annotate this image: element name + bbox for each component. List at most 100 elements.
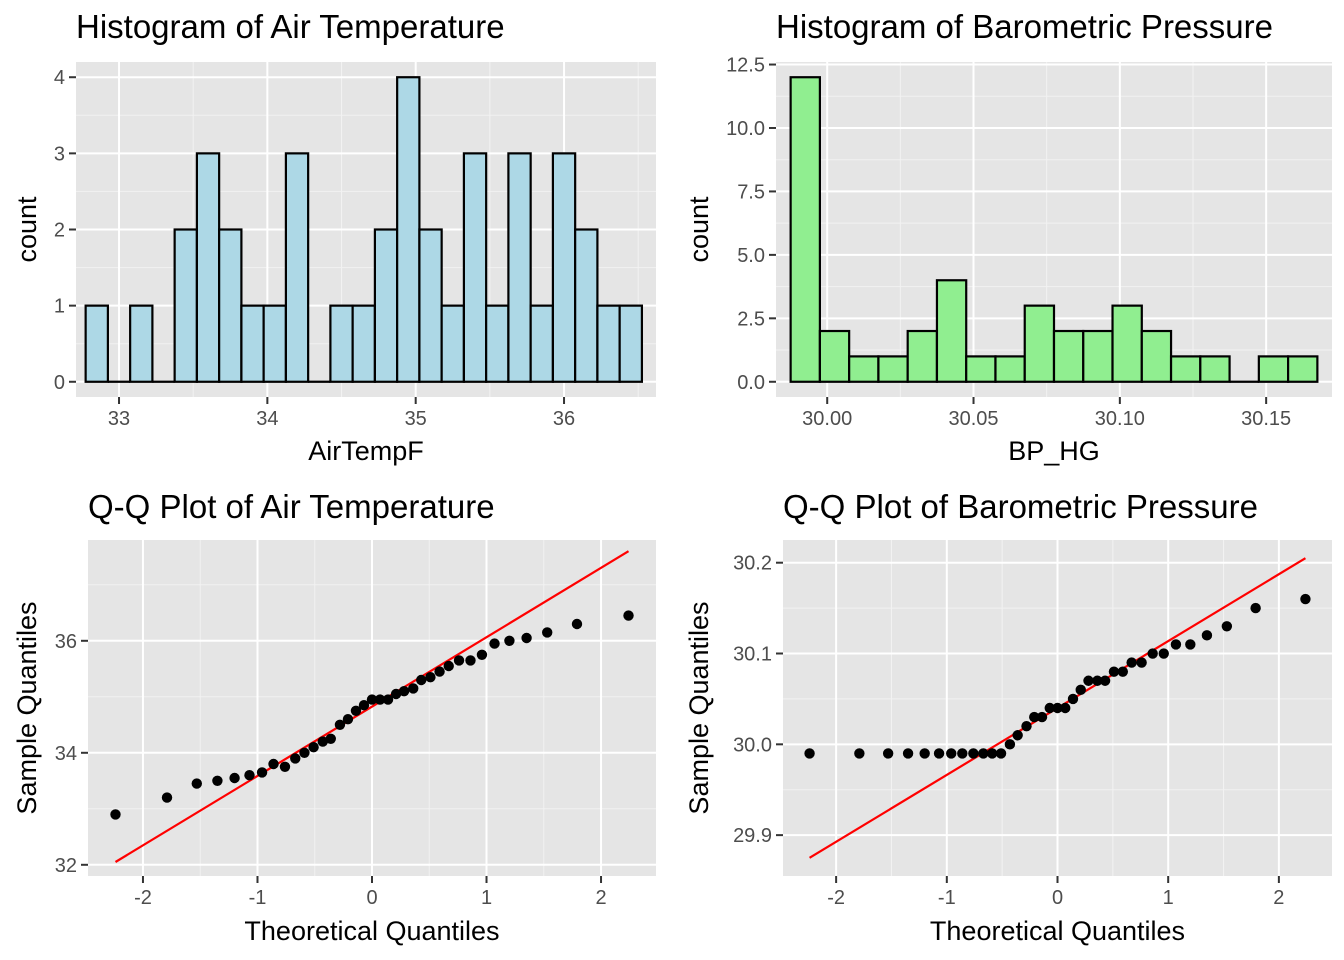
- histogram-bar: [351, 304, 377, 383]
- y-tick-label: 7.5: [737, 181, 765, 203]
- histogram-bar: [462, 152, 488, 383]
- qq-point: [1075, 684, 1086, 696]
- x-tick-label: 30.10: [1095, 408, 1145, 430]
- qq-point: [1117, 666, 1129, 677]
- qq-point: [425, 672, 436, 683]
- qq-point: [986, 748, 998, 759]
- qq-point: [919, 748, 930, 759]
- histogram-bar: [329, 304, 354, 383]
- qq-point: [443, 660, 454, 672]
- x-tick-label: 0: [366, 887, 377, 909]
- qq-point: [161, 792, 173, 803]
- histogram-bar: [418, 228, 443, 383]
- qq-point: [244, 770, 255, 781]
- qq-point: [1083, 675, 1094, 686]
- y-tick-label: 36: [55, 631, 77, 653]
- qq-point: [1067, 693, 1079, 705]
- y-tick-label: 32: [55, 855, 77, 877]
- qq-point: [465, 655, 476, 666]
- histogram-bar: [574, 228, 599, 383]
- chart-title: Histogram of Air Temperature: [76, 8, 505, 45]
- x-tick-label: -2: [827, 887, 845, 909]
- x-tick-label: 34: [256, 408, 278, 430]
- y-tick-label: 0.0: [737, 372, 765, 394]
- x-tick-label: 2: [1273, 887, 1284, 909]
- qq-point: [382, 694, 394, 705]
- histogram-bar: [1140, 329, 1173, 383]
- qq-point: [571, 618, 583, 630]
- histogram-bar: [195, 152, 221, 383]
- chart-title: Q-Q Plot of Barometric Pressure: [783, 488, 1258, 525]
- x-tick-label: 36: [553, 408, 575, 430]
- qq-point: [229, 772, 240, 784]
- qq-point: [946, 748, 957, 759]
- x-tick-label: 2: [595, 887, 606, 909]
- y-tick-label: 2.5: [737, 308, 765, 330]
- qq-point: [398, 686, 410, 697]
- qq-point: [1012, 730, 1023, 741]
- qq-point: [1147, 648, 1158, 659]
- qq-point: [521, 632, 532, 644]
- qq-point: [350, 705, 362, 716]
- qq-point: [1029, 711, 1040, 723]
- qq-point: [1060, 702, 1071, 714]
- qq-point: [1092, 675, 1103, 686]
- qq-point: [268, 758, 279, 770]
- histogram-bar: [596, 304, 621, 383]
- qq-point: [299, 747, 310, 758]
- qq-point: [1221, 621, 1233, 632]
- histogram-bar: [994, 355, 1026, 383]
- y-tick-label: 3: [54, 143, 65, 165]
- qq-point: [957, 748, 968, 759]
- histogram-bar: [965, 355, 997, 383]
- qq-point: [854, 748, 865, 759]
- qq-point: [408, 683, 419, 694]
- y-tick-label: 30.2: [733, 553, 772, 575]
- qq-point: [1044, 702, 1055, 714]
- histogram-bar: [818, 329, 851, 383]
- qq-point: [1300, 593, 1311, 605]
- qq-point: [902, 748, 914, 759]
- chart-title: Histogram of Barometric Pressure: [776, 8, 1273, 45]
- y-axis-label: Sample Quantiles: [684, 601, 714, 814]
- histogram-bar: [1257, 355, 1290, 383]
- qq-point: [1126, 657, 1137, 668]
- qq-point: [358, 700, 370, 711]
- histogram-bar: [507, 152, 532, 383]
- qq-point: [279, 761, 291, 772]
- x-tick-label: -2: [134, 887, 152, 909]
- qq-point: [1136, 657, 1147, 668]
- qq-point: [317, 736, 328, 747]
- qq-point: [1250, 602, 1261, 614]
- histogram-bar: [1287, 355, 1319, 383]
- histogram-bar: [218, 228, 243, 383]
- reference-line: [114, 550, 630, 863]
- histogram-bar: [551, 152, 577, 383]
- qq-point: [476, 649, 488, 660]
- y-tick-label: 34: [55, 743, 77, 765]
- y-tick-label: 30.0: [733, 734, 772, 756]
- y-tick-label: 29.9: [733, 825, 772, 847]
- histogram-bar: [1199, 355, 1231, 383]
- histogram-bar: [284, 152, 310, 383]
- chart-title: Q-Q Plot of Air Temperature: [88, 488, 495, 525]
- qq-point: [374, 694, 386, 705]
- qq-point: [110, 809, 121, 820]
- qq-point: [489, 638, 500, 649]
- y-tick-label: 30.1: [733, 644, 772, 666]
- histogram-bar: [84, 304, 109, 383]
- qq-point: [1099, 675, 1111, 686]
- histogram-bar: [1111, 304, 1143, 383]
- qq-point: [366, 694, 378, 705]
- x-tick-label: 30.05: [948, 408, 998, 430]
- histogram-bar: [262, 304, 287, 383]
- qq-point: [882, 748, 894, 759]
- histogram-bar: [440, 304, 466, 383]
- histogram-bar: [173, 228, 198, 383]
- qq-point: [390, 688, 402, 700]
- histogram-bar: [240, 304, 265, 383]
- y-axis-label: count: [12, 196, 42, 263]
- qq-point: [256, 767, 268, 778]
- histogram-bar: [877, 355, 909, 383]
